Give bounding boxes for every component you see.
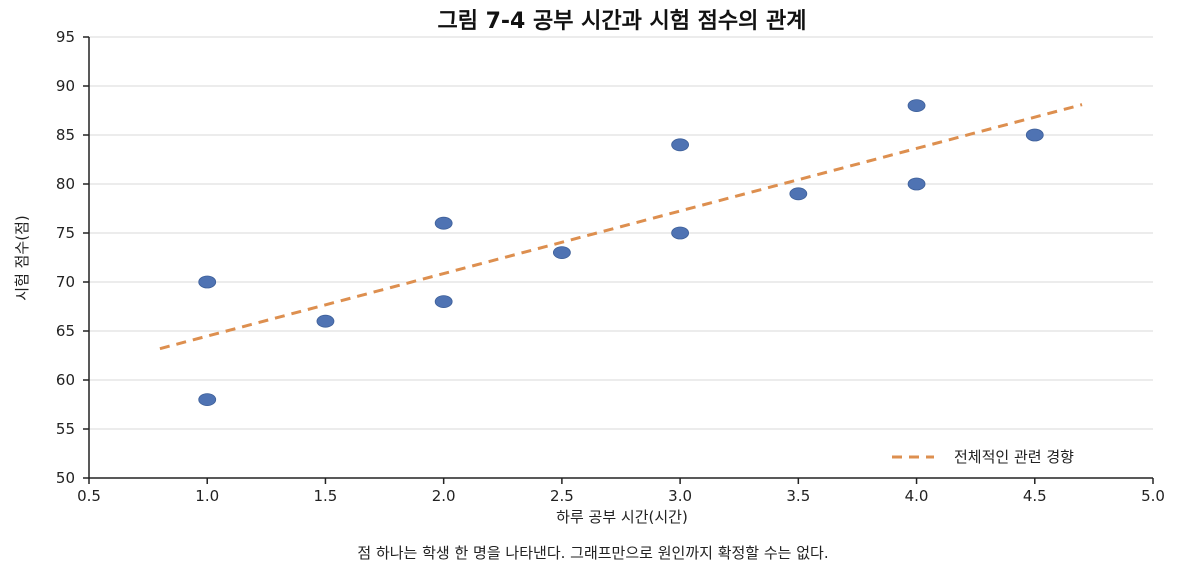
data-point [789, 187, 808, 201]
x-axis-ticks: 0.5 1.0 1.5 2.0 2.5 3.0 3.5 4.0 4.5 5.0 [77, 478, 1165, 505]
chart-caption: 점 하나는 학생 한 명을 나타낸다. 그래프만으로 원인까지 확정할 수는 없… [357, 544, 828, 562]
x-tick-label: 3.5 [786, 487, 810, 505]
y-tick-label: 90 [56, 77, 75, 95]
data-point [907, 177, 926, 191]
x-tick-label: 0.5 [77, 487, 101, 505]
data-point [671, 226, 690, 240]
data-point [1025, 128, 1044, 142]
y-tick-label: 65 [56, 322, 75, 340]
data-point [434, 216, 453, 230]
x-tick-label: 1.5 [314, 487, 338, 505]
data-points [198, 99, 1044, 407]
x-tick-label: 1.0 [195, 487, 219, 505]
data-point [198, 393, 217, 407]
chart-title: 그림 7-4 공부 시간과 시험 점수의 관계 [437, 8, 806, 34]
x-tick-label: 2.5 [550, 487, 574, 505]
x-tick-label: 2.0 [432, 487, 456, 505]
x-tick-label: 5.0 [1141, 487, 1165, 505]
data-point [671, 138, 690, 152]
data-point [434, 295, 453, 309]
y-tick-label: 85 [56, 126, 75, 144]
data-point [198, 275, 217, 289]
x-tick-label: 4.0 [905, 487, 929, 505]
x-axis-label: 하루 공부 시간(시간) [556, 508, 688, 526]
y-tick-label: 80 [56, 175, 75, 193]
y-tick-label: 75 [56, 224, 75, 242]
y-tick-label: 50 [56, 469, 75, 487]
y-tick-label: 60 [56, 371, 75, 389]
x-tick-label: 4.5 [1023, 487, 1047, 505]
legend: 전체적인 관련 경향 [892, 448, 1074, 466]
legend-label-trend: 전체적인 관련 경향 [954, 448, 1074, 466]
data-point [316, 314, 335, 328]
data-point [552, 246, 571, 260]
data-point [907, 99, 926, 112]
x-tick-label: 3.0 [668, 487, 692, 505]
y-tick-label: 70 [56, 273, 75, 291]
y-tick-label: 95 [56, 28, 75, 46]
y-axis-label: 시험 점수(점) [13, 215, 31, 300]
trend-line [159, 103, 1083, 351]
grid-lines [89, 36, 1153, 430]
y-tick-label: 55 [56, 420, 75, 438]
y-axis-ticks: 50 55 60 65 70 75 80 85 90 95 [56, 28, 89, 487]
